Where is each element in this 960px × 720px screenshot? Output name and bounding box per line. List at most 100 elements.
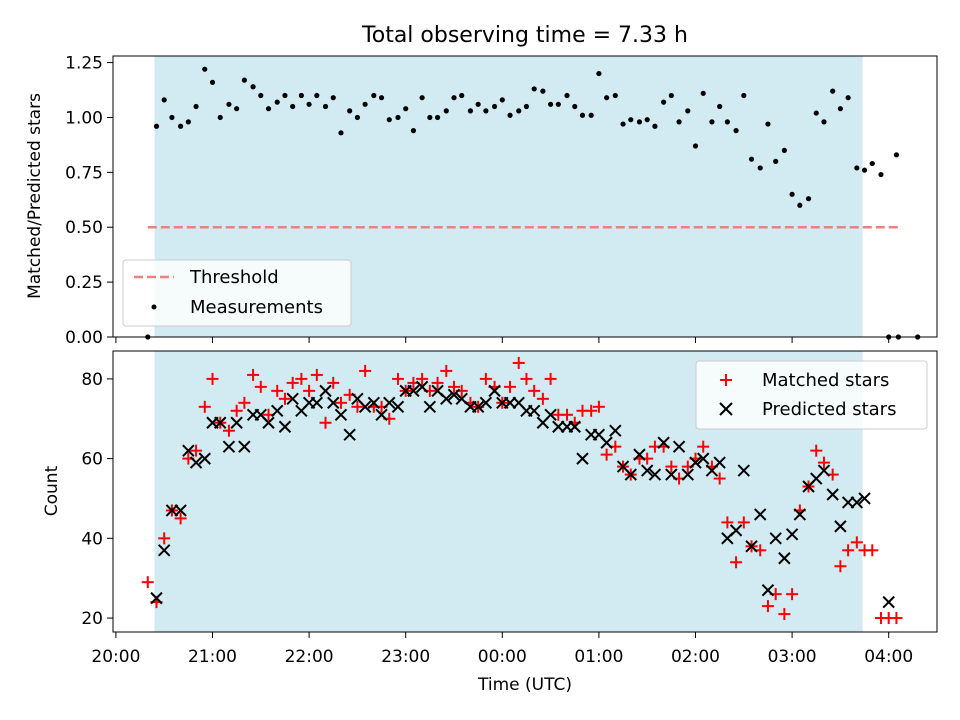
- measurement-point: [805, 196, 812, 202]
- matched-star-point: [834, 560, 847, 573]
- predicted-star-point: [358, 400, 372, 414]
- predicted-star-point: [334, 408, 348, 421]
- matched-star-point: [271, 384, 284, 397]
- measurement-point: [773, 158, 779, 164]
- measurement-point: [306, 101, 312, 107]
- measurement-point: [153, 123, 160, 129]
- top-measurement-points: [145, 66, 921, 340]
- predicted-star-point: [648, 468, 662, 481]
- predicted-star-point: [729, 524, 743, 537]
- measurement-point: [499, 97, 505, 103]
- predicted-star-point: [713, 456, 726, 469]
- measurement-point: [330, 95, 336, 101]
- matched-star-point: [391, 372, 404, 385]
- predicted-star-point: [150, 591, 163, 605]
- measurement-point: [161, 97, 167, 103]
- measurement-point: [652, 123, 658, 129]
- matched-star-point: [174, 512, 187, 525]
- measurement-point: [443, 108, 449, 114]
- predicted-star-point: [850, 496, 864, 509]
- matched-star-point: [327, 376, 340, 389]
- measurement-point: [290, 103, 296, 110]
- predicted-star-point: [479, 396, 493, 410]
- measurement-point: [717, 103, 723, 110]
- measurement-point: [564, 92, 570, 99]
- measurement-point: [861, 167, 868, 173]
- predicted-star-point: [415, 380, 429, 394]
- predicted-star-point: [230, 416, 243, 429]
- chart-title: Total observing time = 7.33 h: [361, 23, 688, 48]
- matched-star-point: [190, 444, 203, 457]
- measurement-point: [765, 121, 771, 127]
- measurement-point: [516, 108, 522, 114]
- measurement-point: [459, 92, 465, 99]
- predicted-star-point: [793, 508, 807, 521]
- predicted-star-point: [271, 404, 284, 417]
- measurement-point: [523, 103, 530, 110]
- predicted-star-point: [527, 404, 541, 417]
- matched-star-point: [592, 400, 605, 413]
- measurement-point: [234, 106, 240, 112]
- matched-star-point: [890, 612, 903, 625]
- measurement-point: [491, 103, 498, 110]
- bottom-y-tick-label: 60: [81, 450, 103, 470]
- predicted-star-point: [754, 508, 767, 521]
- top-y-tick-label: 0.00: [65, 328, 103, 348]
- predicted-star-point: [817, 464, 831, 477]
- top-y-tick-label: 0.75: [65, 163, 103, 183]
- predicted-star-point: [189, 456, 203, 469]
- measurement-point: [661, 99, 667, 105]
- bottom-x-tick-label: 02:00: [671, 647, 720, 667]
- predicted-star-point: [319, 384, 332, 398]
- measurement-point: [628, 117, 634, 123]
- matched-star-point: [528, 384, 541, 397]
- measurement-point: [789, 191, 795, 197]
- legend-measurements-label: Measurements: [190, 297, 323, 318]
- bottom-x-tick-label: 23:00: [381, 647, 430, 667]
- matched-star-point: [479, 372, 492, 385]
- predicted-star-point: [383, 396, 396, 410]
- legend-threshold-label: Threshold: [189, 267, 279, 288]
- predicted-star-point: [174, 504, 187, 517]
- predicted-star-point: [633, 448, 646, 461]
- top-y-ticks: 0.00 0.25 0.50 0.75 1.00 1.25: [65, 54, 113, 348]
- measurement-point: [483, 108, 489, 114]
- measurement-point: [282, 92, 288, 99]
- predicted-star-point: [278, 420, 292, 433]
- measurement-point: [604, 95, 610, 101]
- matched-star-point: [359, 364, 372, 377]
- predicted-star-point: [769, 532, 782, 545]
- measurement-point: [347, 108, 353, 114]
- predicted-star-point: [745, 540, 758, 553]
- measurement-point: [893, 152, 900, 158]
- predicted-star-point: [286, 392, 299, 406]
- measurement-point: [854, 165, 860, 171]
- predicted-star-point: [440, 392, 453, 406]
- measurement-point: [668, 92, 674, 99]
- bottom-x-ticks: 20:00 21:00 22:00 23:00 00:00 01:00 02:00 03:00…: [91, 632, 913, 667]
- measurement-point: [419, 95, 425, 101]
- matched-star-point: [761, 600, 774, 613]
- measurement-point: [265, 106, 272, 112]
- bottom-legend-box: [695, 360, 928, 430]
- measurement-point: [475, 101, 481, 107]
- matched-star-point: [222, 424, 235, 437]
- measurement-point: [588, 112, 594, 118]
- predicted-star-point: [657, 436, 670, 449]
- bottom-y-tick-label: 40: [81, 529, 103, 549]
- predicted-star-point: [238, 440, 251, 453]
- predicted-star-point: [488, 384, 501, 398]
- measurement-point: [724, 119, 730, 125]
- top-y-tick-label: 0.25: [65, 273, 103, 293]
- measurement-point: [845, 95, 851, 101]
- matched-star-point: [850, 536, 863, 549]
- matched-star-point: [512, 356, 525, 369]
- matched-star-point: [278, 392, 291, 405]
- matched-star-point: [247, 368, 260, 381]
- top-x-ticks: [115, 337, 890, 343]
- measurement-point: [427, 114, 433, 121]
- predicted-star-point: [858, 492, 871, 505]
- measurement-point: [178, 123, 184, 129]
- predicted-star-point: [343, 428, 356, 441]
- top-axes-frame: [112, 55, 938, 338]
